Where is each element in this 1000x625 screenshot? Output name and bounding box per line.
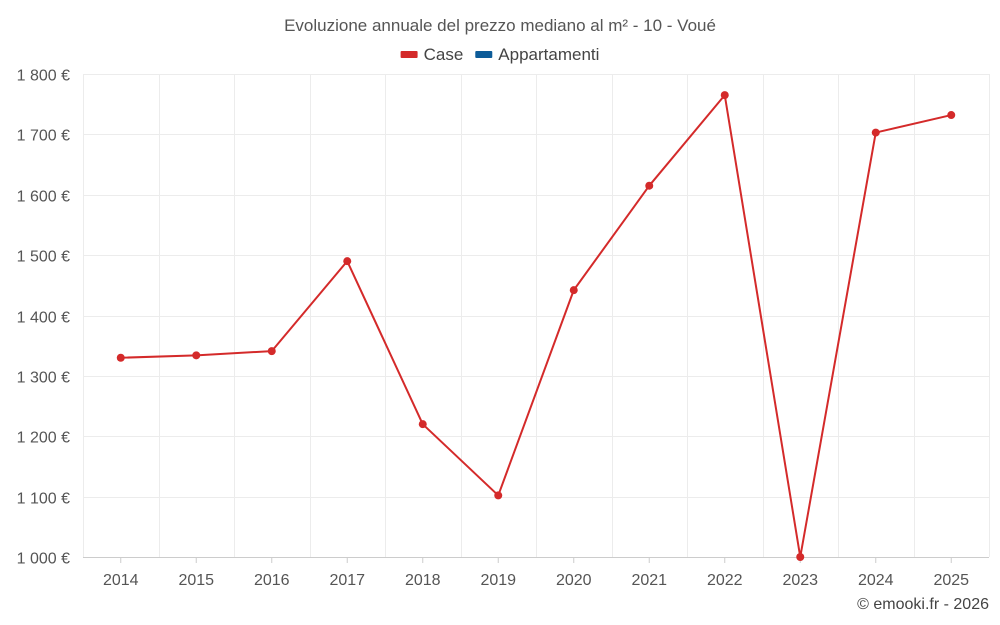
data-point[interactable] [645, 181, 654, 190]
grid [83, 74, 990, 558]
legend-item-case[interactable]: Case [400, 45, 464, 64]
legend-label: Case [424, 45, 464, 64]
y-tick-label: 1 200 € [17, 430, 70, 447]
data-point[interactable] [569, 286, 578, 295]
data-point[interactable] [871, 128, 880, 137]
data-point[interactable] [192, 351, 201, 360]
data-point[interactable] [418, 420, 427, 429]
legend-swatch [400, 51, 418, 58]
y-tick-label: 1 000 € [17, 551, 70, 568]
x-tick-label: 2024 [858, 572, 894, 589]
x-tick-label: 2025 [933, 572, 969, 589]
chart-title: Evoluzione annuale del prezzo mediano al… [284, 16, 716, 35]
x-tick-label: 2015 [178, 572, 214, 589]
y-tick-label: 1 700 € [17, 128, 70, 145]
legend-item-appartamenti[interactable]: Appartamenti [475, 45, 599, 64]
x-tick-label: 2019 [480, 572, 516, 589]
x-tick-label: 2020 [556, 572, 592, 589]
x-tick-label: 2014 [103, 572, 139, 589]
x-tick-label: 2021 [631, 572, 667, 589]
legend-label: Appartamenti [498, 45, 599, 64]
x-tick-label: 2023 [782, 572, 818, 589]
data-point[interactable] [947, 111, 956, 120]
data-point[interactable] [494, 491, 503, 500]
legend: Case Appartamenti [400, 45, 599, 64]
series-line-case [120, 94, 952, 558]
y-tick-label: 1 300 € [17, 370, 70, 387]
x-tick-label: 2017 [329, 572, 365, 589]
data-point[interactable] [267, 347, 276, 356]
x-tick-label: 2018 [405, 572, 441, 589]
y-tick-label: 1 500 € [17, 249, 70, 266]
y-axis-ticks: 1 000 € 1 100 € 1 200 € 1 300 € 1 400 € 1 500… [17, 68, 70, 568]
y-tick-label: 1 600 € [17, 189, 70, 206]
data-point[interactable] [796, 553, 805, 561]
data-point[interactable] [343, 257, 352, 266]
y-tick-label: 1 400 € [17, 310, 70, 327]
x-tick-label: 2022 [707, 572, 743, 589]
data-point[interactable] [720, 91, 729, 100]
x-axis-ticks: 2014 2015 2016 2017 2018 2019 2020 2021 2022 2023… [103, 557, 969, 589]
data-point[interactable] [116, 353, 125, 362]
legend-swatch [475, 51, 493, 58]
y-tick-label: 1 100 € [17, 491, 70, 508]
series-layer [116, 91, 956, 561]
x-tick-label: 2016 [254, 572, 290, 589]
credit-text: © emooki.fr - 2026 [857, 596, 989, 613]
y-tick-label: 1 800 € [17, 68, 70, 85]
